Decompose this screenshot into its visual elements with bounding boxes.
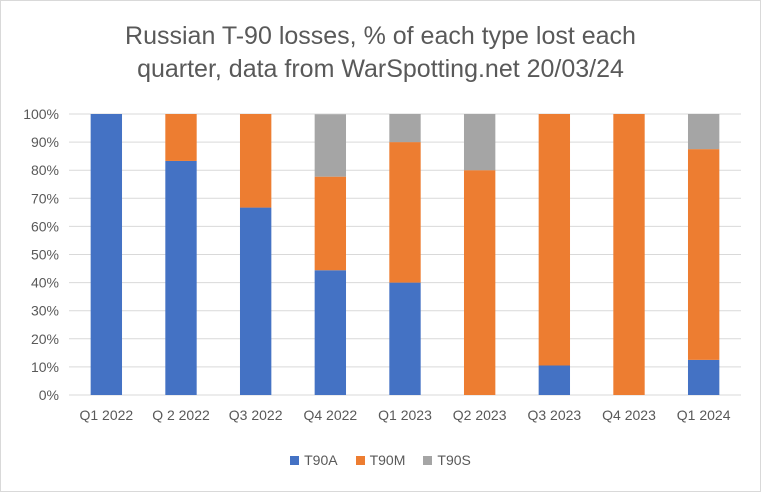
y-tick-label: 100% xyxy=(23,106,59,122)
bar-t90m-3 xyxy=(239,114,272,208)
legend-label-t90s: T90S xyxy=(437,452,471,468)
bar-t90m-2 xyxy=(165,114,197,161)
y-tick-label: 70% xyxy=(31,190,59,206)
bar-t90a-9 xyxy=(687,359,720,395)
bar-t90a-3 xyxy=(239,207,272,395)
bar-t90a-2 xyxy=(165,160,197,395)
y-tick-label: 30% xyxy=(31,303,59,319)
legend-item-t90s: T90S xyxy=(423,452,471,468)
x-tick-label: Q4 2022 xyxy=(303,407,357,423)
legend-swatch-t90m xyxy=(355,455,365,465)
bar-t90a-4 xyxy=(314,270,347,395)
legend-swatch-t90a xyxy=(290,455,300,465)
y-tick-label: 40% xyxy=(31,275,59,291)
bar-t90s-5 xyxy=(389,114,421,143)
x-tick-label: Q3 2022 xyxy=(229,407,283,423)
bar-t90a-7 xyxy=(538,365,571,395)
x-tick-label: Q1 2024 xyxy=(677,407,731,423)
y-tick-label: 20% xyxy=(31,331,59,347)
bar-t90m-5 xyxy=(389,142,421,283)
x-tick-label: Q3 2023 xyxy=(527,407,581,423)
y-tick-label: 10% xyxy=(31,359,59,375)
legend-label-t90m: T90M xyxy=(369,452,406,468)
y-tick-label: 90% xyxy=(31,134,59,150)
chart-title: Russian T-90 losses, % of each type lost… xyxy=(0,20,761,86)
x-tick-label: Q4 2023 xyxy=(602,407,656,423)
bar-t90m-7 xyxy=(538,114,571,366)
x-tick-label: Q1 2023 xyxy=(378,407,432,423)
legend-swatch-t90s xyxy=(423,455,433,465)
bar-t90a-5 xyxy=(389,282,421,395)
y-tick-label: 80% xyxy=(31,162,59,178)
y-tick-label: 50% xyxy=(31,247,59,263)
y-tick-label: 60% xyxy=(31,218,59,234)
bar-t90m-6 xyxy=(463,170,496,395)
bar-t90s-4 xyxy=(314,114,347,177)
x-tick-label: Q2 2023 xyxy=(453,407,507,423)
y-tick-label: 0% xyxy=(39,387,59,403)
legend-item-t90a: T90A xyxy=(290,452,338,468)
chart-title-line-1: Russian T-90 losses, % of each type lost… xyxy=(125,22,636,50)
bar-t90a-1 xyxy=(90,114,123,395)
chart-legend: T90A T90M T90S xyxy=(0,452,761,468)
bar-t90s-6 xyxy=(463,114,496,171)
legend-label-t90a: T90A xyxy=(304,452,338,468)
bar-t90m-9 xyxy=(687,149,720,360)
chart-title-line-2: quarter, data from WarSpotting.net 20/03… xyxy=(137,55,624,83)
x-tick-label: Q1 2022 xyxy=(79,407,133,423)
bar-t90s-9 xyxy=(687,114,720,150)
bar-t90m-8 xyxy=(613,114,645,395)
bar-t90m-4 xyxy=(314,176,347,271)
x-tick-label: Q 2 2022 xyxy=(152,407,210,423)
legend-item-t90m: T90M xyxy=(355,452,406,468)
